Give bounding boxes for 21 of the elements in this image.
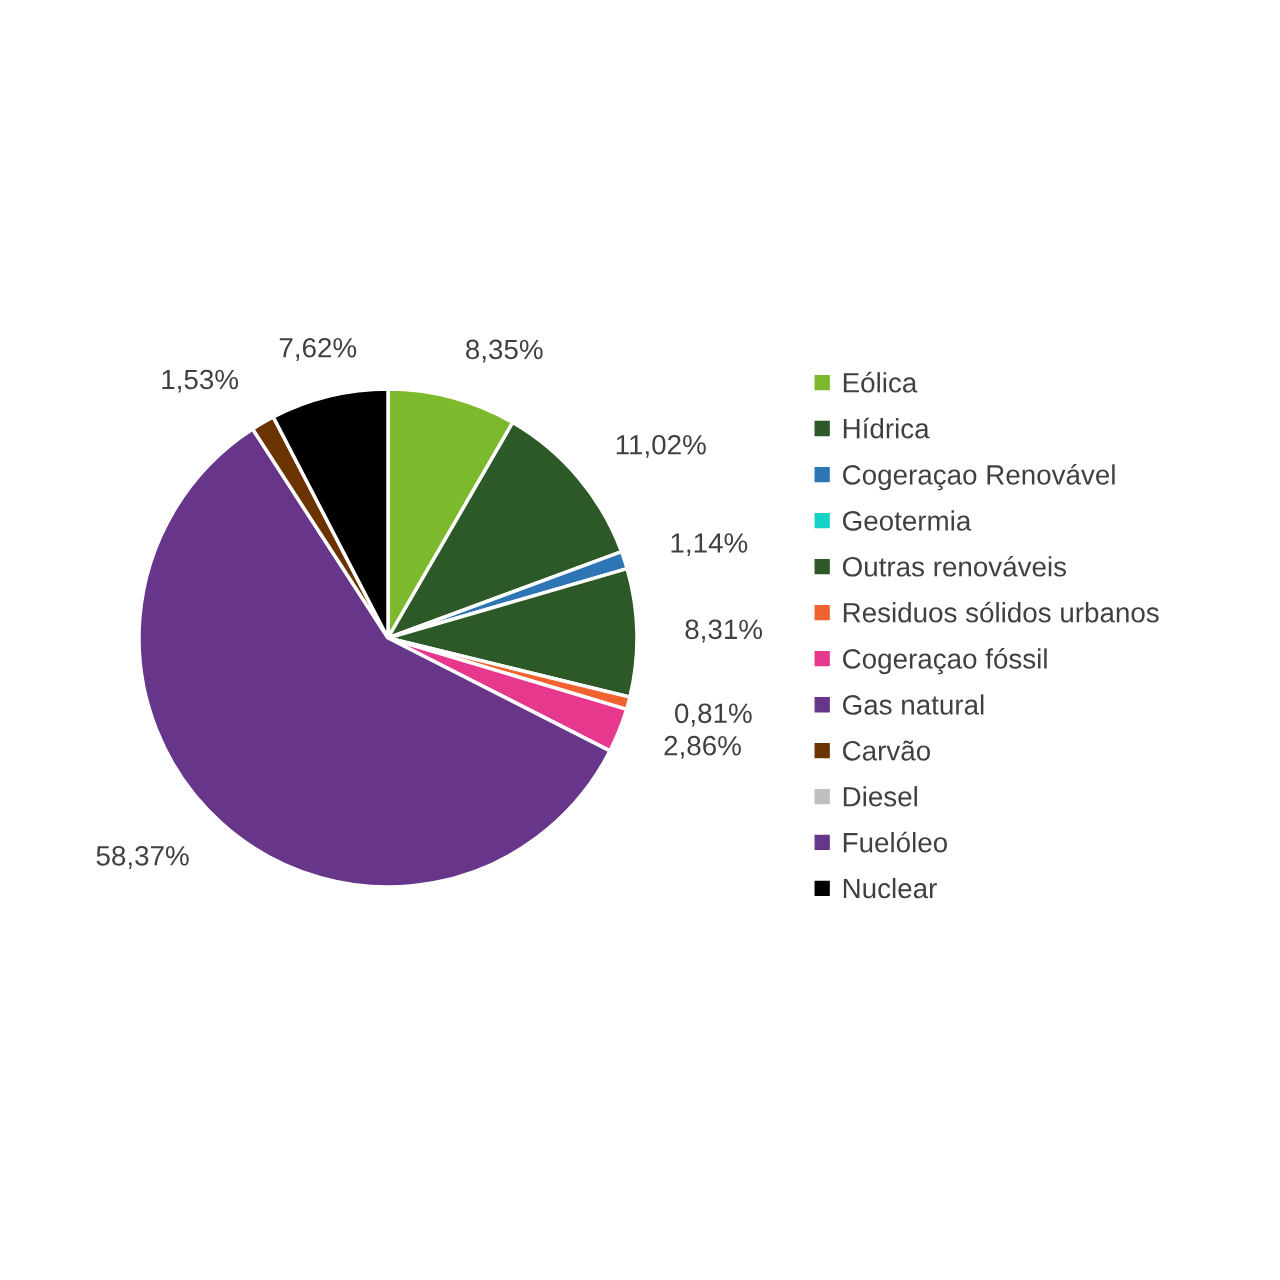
legend-label: Hídrica	[843, 417, 930, 439]
data-label: 7,62%	[279, 337, 357, 361]
legend-label: Residuos sólidos urbanos	[843, 601, 1159, 623]
data-label: 8,31%	[685, 619, 763, 643]
data-label: 0,81%	[675, 703, 752, 727]
data-label: 11,02%	[616, 434, 706, 458]
legend-label: Gas natural	[843, 694, 984, 715]
legend-label: Carvão	[843, 740, 930, 761]
legend-label: Geotermia	[843, 510, 972, 531]
data-label: 58,37%	[96, 845, 189, 869]
legend-label: Cogeraçao fóssil	[843, 648, 1047, 675]
data-label: 2,86%	[664, 735, 741, 759]
legend-label: Fuelóleo	[843, 831, 948, 853]
legend-label: Diesel	[843, 786, 917, 807]
data-label: 1,53%	[162, 369, 239, 393]
data-label: 1,14%	[671, 533, 748, 557]
legend-label: Outras renováveis	[842, 555, 1067, 577]
legend-label: Nuclear	[843, 877, 937, 899]
legend-label: Eólica	[843, 371, 918, 393]
legend-label: Cogeraçao Renovável	[843, 463, 1115, 491]
data-label: 8,35%	[466, 339, 543, 363]
